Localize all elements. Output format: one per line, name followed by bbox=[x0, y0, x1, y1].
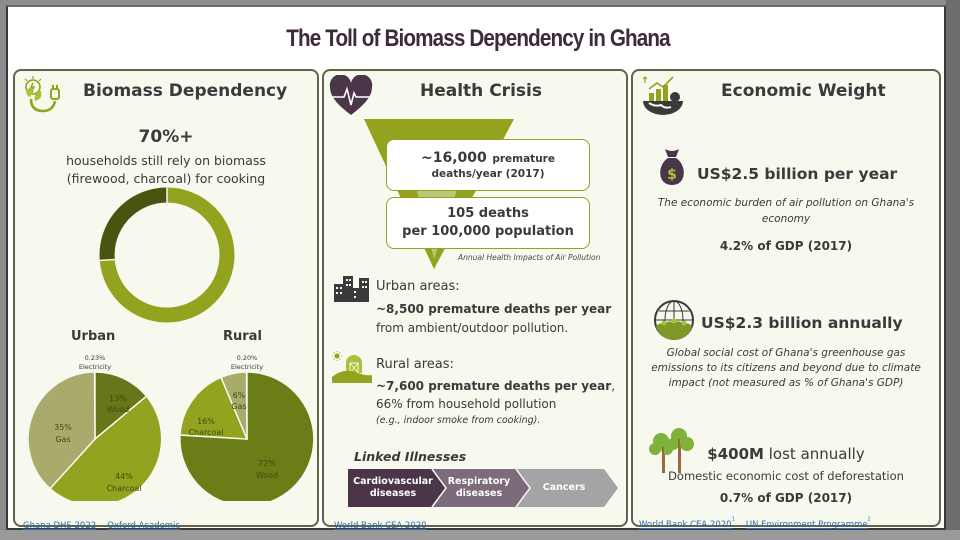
urban-pie-chart: 0.23% Electricity 13% Wood 35% Gas 44% C… bbox=[25, 351, 165, 501]
svg-text:Wood: Wood bbox=[256, 471, 278, 480]
infographic-frame: The Toll of Biomass Dependency in Ghana … bbox=[6, 5, 946, 531]
biomass-stat: 70%+ bbox=[138, 127, 194, 147]
svg-text:16%: 16% bbox=[197, 417, 215, 426]
illness-respiratory: Respiratory diseases bbox=[438, 476, 520, 500]
svg-text:Electricity: Electricity bbox=[79, 363, 111, 371]
biomass-desc-line2: (firewood, charcoal) for cooking bbox=[66, 171, 266, 186]
rural-pie-title: Rural bbox=[223, 329, 262, 344]
rural-deaths-example: (e.g., indoor smoke from cooking). bbox=[376, 415, 541, 426]
svg-text:Gas: Gas bbox=[55, 435, 70, 444]
trees-icon bbox=[649, 427, 697, 473]
illness-cardiovascular-line1: Cardiovascular bbox=[353, 476, 433, 487]
footnote-2: 2 bbox=[867, 516, 871, 523]
stat-box-rate: 105 deaths per 100,000 population bbox=[386, 197, 590, 249]
rural-deaths-count: ~7,600 premature deaths per year bbox=[376, 379, 612, 393]
svg-text:6%: 6% bbox=[233, 391, 246, 400]
deaths-count: ~16,000 bbox=[421, 150, 487, 166]
biomass-desc-line1: households still rely on biomass bbox=[66, 153, 266, 168]
source-link-ghana-dhs[interactable]: Ghana DHS 2022 bbox=[23, 521, 97, 531]
svg-text:0.20%: 0.20% bbox=[237, 354, 258, 362]
deforestation-amount: $400M bbox=[707, 445, 764, 463]
illness-chevrons bbox=[348, 469, 618, 507]
health-heading: Health Crisis bbox=[420, 81, 542, 101]
ghg-desc-line3: impact (not measured as % of Ghana's GDP… bbox=[668, 377, 904, 389]
svg-text:Electricity: Electricity bbox=[231, 363, 263, 371]
stat-box-deaths: ~16,000 premature deaths/year (2017) bbox=[386, 139, 590, 191]
ghg-social-cost: US$2.3 billion annually bbox=[701, 314, 903, 332]
svg-text:35%: 35% bbox=[54, 423, 72, 432]
illness-respiratory-line2: diseases bbox=[455, 488, 503, 499]
air-pollution-gdp: 4.2% of GDP (2017) bbox=[719, 239, 853, 253]
rural-deaths-source: 66% from household pollution bbox=[376, 397, 557, 411]
rate-line2: per 100,000 population bbox=[402, 224, 574, 239]
globe-people-icon bbox=[653, 299, 695, 341]
urban-deaths: ~8,500 premature deaths per year bbox=[376, 302, 612, 316]
ghg-desc-line2: emissions to its citizens and beyond due… bbox=[651, 362, 921, 374]
illness-cardiovascular: Cardiovascular diseases bbox=[348, 476, 438, 500]
illness-cancers: Cancers bbox=[542, 482, 586, 493]
ghg-desc-line1: Global social cost of Ghana's greenhouse… bbox=[666, 347, 906, 359]
svg-text:Gas: Gas bbox=[231, 402, 246, 411]
funnel-caption: Annual Health Impacts of Air Pollution bbox=[458, 253, 601, 262]
footnote-1: 1 bbox=[731, 516, 735, 523]
biomass-panel: Biomass Dependency 70%+ households still… bbox=[13, 69, 319, 531]
rural-deaths: ~7,600 premature deaths per year, bbox=[376, 379, 615, 393]
eco-plug-icon bbox=[21, 75, 65, 115]
rural-pie-chart: 0.20% Electricity 6% Gas 16% Charcoal 72… bbox=[177, 351, 317, 501]
svg-text:Wood: Wood bbox=[107, 405, 129, 414]
linked-illnesses-heading: Linked Illnesses bbox=[354, 449, 467, 464]
ghg-social-cost-desc: Global social cost of Ghana's greenhouse… bbox=[633, 346, 939, 391]
deforestation-desc: Domestic economic cost of deforestation bbox=[668, 469, 904, 483]
biomass-donut-chart bbox=[99, 187, 235, 323]
illness-cardiovascular-line2: diseases bbox=[369, 488, 417, 499]
urban-pie-title: Urban bbox=[71, 329, 116, 344]
city-buildings-icon bbox=[334, 274, 370, 302]
biomass-sources: Ghana DHS 2022 Oxford Academic bbox=[23, 513, 180, 532]
deforestation-period: lost annually bbox=[768, 445, 865, 463]
deaths-year: deaths/year (2017) bbox=[431, 168, 545, 180]
deforestation-gdp: 0.7% of GDP (2017) bbox=[719, 491, 853, 505]
source-link-oxford-academic[interactable]: Oxford Academic bbox=[107, 521, 181, 531]
svg-text:72%: 72% bbox=[258, 459, 276, 468]
biomass-description: households still rely on biomass (firewo… bbox=[15, 152, 317, 188]
svg-text:$: $ bbox=[667, 167, 677, 183]
window-edge-right bbox=[946, 0, 960, 540]
rural-areas-title: Rural areas: bbox=[376, 357, 454, 372]
urban-deaths-source: from ambient/outdoor pollution. bbox=[376, 321, 569, 335]
illness-respiratory-line1: Respiratory bbox=[447, 476, 511, 487]
air-pollution-cost-desc: The economic burden of air pollution on … bbox=[633, 195, 939, 227]
air-pollution-desc-line1: The economic burden of air pollution on … bbox=[657, 197, 915, 209]
source-link-unep[interactable]: UN Environment Programme bbox=[745, 520, 868, 530]
source-link-world-bank[interactable]: World Bank CEA 2020 bbox=[334, 521, 427, 531]
page-title: The Toll of Biomass Dependency in Ghana bbox=[286, 25, 670, 52]
air-pollution-cost: US$2.5 billion per year bbox=[697, 165, 898, 183]
globe-growth-icon bbox=[641, 75, 685, 117]
window-edge-bottom bbox=[0, 530, 960, 540]
urban-areas-title: Urban areas: bbox=[376, 279, 460, 294]
heartbeat-icon bbox=[328, 75, 374, 117]
rural-deaths-comma: , bbox=[611, 379, 616, 393]
svg-text:0.23%: 0.23% bbox=[85, 354, 106, 362]
economic-sources: World Bank CEA 20201 UN Environment Prog… bbox=[639, 512, 871, 531]
air-pollution-desc-line2: economy bbox=[761, 213, 811, 225]
health-panel: Health Crisis ~16,000 premature deaths/y… bbox=[322, 69, 628, 531]
svg-text:Charcoal: Charcoal bbox=[188, 428, 223, 437]
source-link-world-bank-cea[interactable]: World Bank CEA 2020 bbox=[639, 520, 732, 530]
svg-text:Charcoal: Charcoal bbox=[106, 484, 141, 493]
svg-text:13%: 13% bbox=[109, 394, 127, 403]
deforestation-cost: $400M lost annually bbox=[633, 445, 939, 463]
economic-panel: Economic Weight $ US$2.5 billion per yea… bbox=[631, 69, 941, 530]
rural-barn-icon bbox=[332, 351, 372, 383]
health-sources: World Bank CEA 2020 bbox=[334, 513, 427, 532]
deaths-count-label: premature bbox=[492, 153, 555, 165]
money-bag-icon: $ bbox=[657, 147, 687, 187]
svg-text:44%: 44% bbox=[115, 472, 133, 481]
economic-heading: Economic Weight bbox=[721, 81, 886, 101]
biomass-heading: Biomass Dependency bbox=[83, 81, 288, 101]
rate-line1: 105 deaths bbox=[447, 206, 529, 221]
